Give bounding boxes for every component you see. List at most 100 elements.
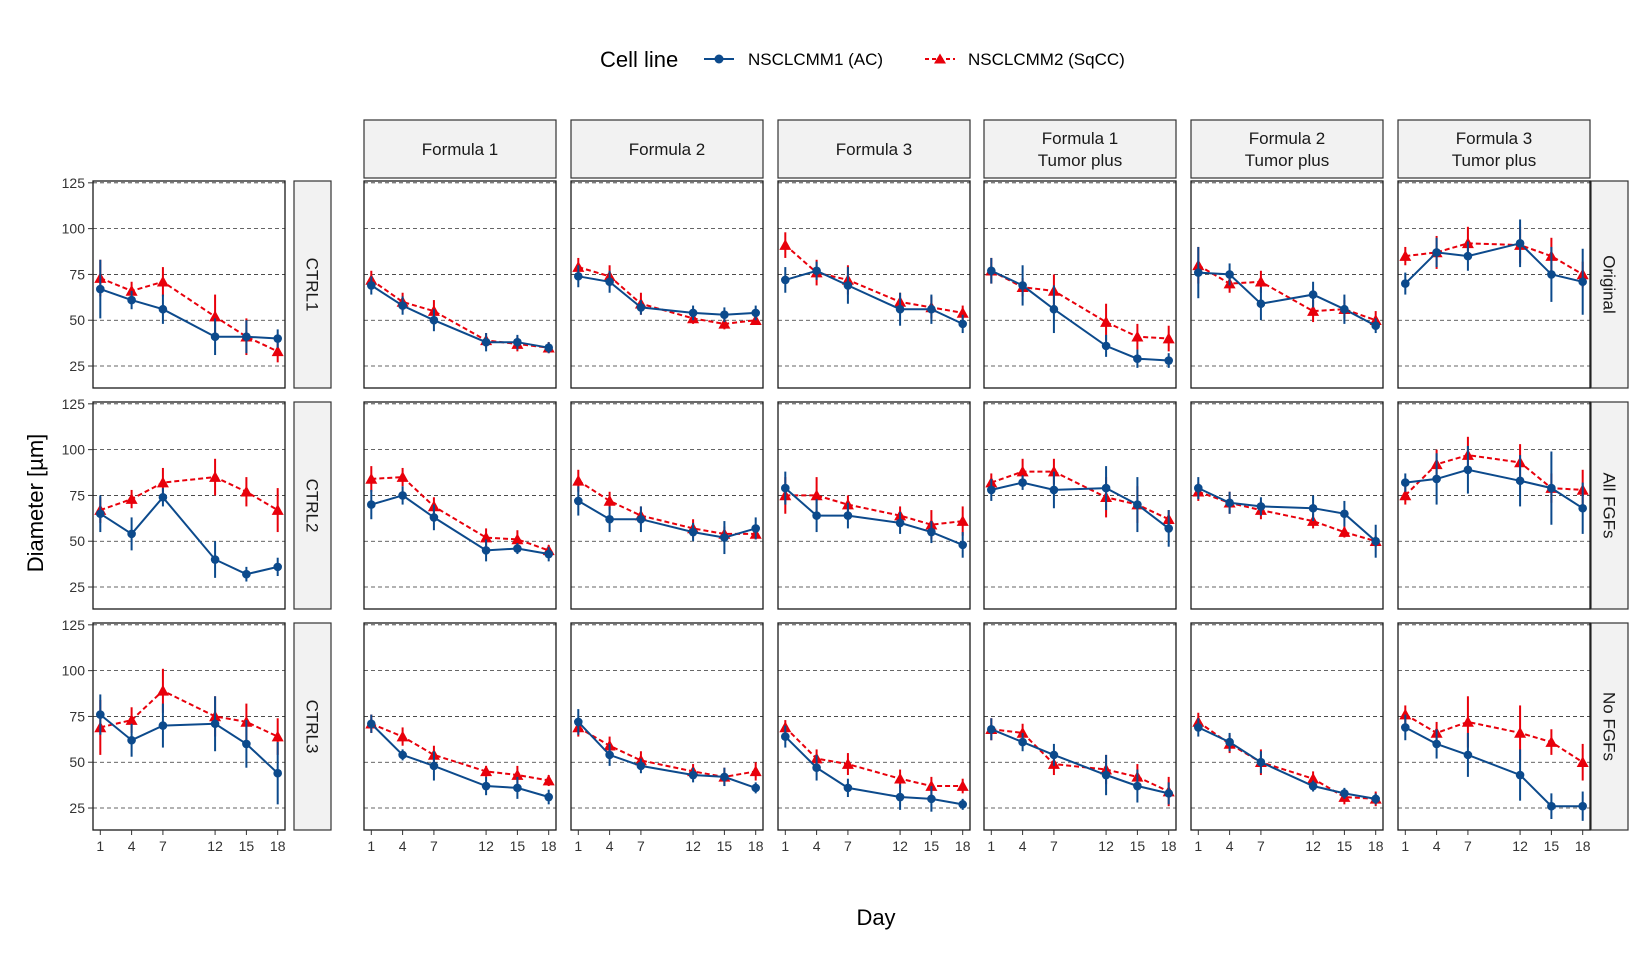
data-point <box>1101 770 1111 780</box>
column-strip-box <box>1397 119 1591 179</box>
data-point <box>1547 270 1556 279</box>
panel-r3-c6: 1 4 7 12 15 18 <box>1190 622 1384 854</box>
data-point <box>96 284 105 294</box>
panel-border <box>983 622 1177 831</box>
data-point <box>1100 316 1113 327</box>
panel-border <box>92 622 286 831</box>
series-line <box>371 494 549 555</box>
control-strip-label: CTRL1 <box>303 258 322 312</box>
x-tick-label: 1 <box>781 838 789 854</box>
data-point <box>1164 356 1173 365</box>
data-point <box>1578 801 1587 811</box>
y-tick-label: 50 <box>69 754 85 770</box>
series-line <box>990 470 1170 521</box>
y-tick-label: 125 <box>62 396 86 412</box>
control-strip-1: CTRL1 <box>293 180 332 389</box>
panel-r3-c4: 1 4 7 12 15 18 <box>777 622 971 854</box>
data-point <box>1307 772 1320 784</box>
data-point <box>242 569 251 579</box>
series-1-marks <box>96 488 282 582</box>
series-line <box>784 735 963 806</box>
series-line <box>1405 242 1584 276</box>
series-1-marks <box>367 714 553 805</box>
data-point <box>927 794 936 804</box>
x-tick-label: 1 <box>96 838 104 854</box>
data-point <box>1514 726 1527 738</box>
data-point <box>810 489 823 501</box>
data-point <box>1101 483 1111 493</box>
data-point <box>396 471 409 482</box>
series-1-marks <box>987 257 1173 368</box>
x-tick-label: 15 <box>1130 838 1146 854</box>
panel-r1-c1: 25 50 75 100 125 <box>62 175 286 389</box>
series-line <box>1405 468 1584 510</box>
data-point <box>751 783 760 793</box>
x-tick-label: 7 <box>159 838 167 854</box>
data-point <box>605 277 614 287</box>
panel-border <box>1190 622 1384 831</box>
data-point <box>513 783 522 793</box>
row-strip-1: Original <box>1590 180 1629 389</box>
data-point <box>209 471 222 482</box>
control-strip-3: CTRL3 <box>293 622 332 831</box>
series-line <box>578 266 756 325</box>
data-point <box>511 533 524 545</box>
data-point <box>1576 756 1589 768</box>
data-point <box>1432 474 1441 484</box>
y-tick-label: 125 <box>62 175 86 191</box>
series-1-marks <box>574 486 760 555</box>
data-point <box>751 308 760 318</box>
x-tick-label: 18 <box>748 838 764 854</box>
column-strip-label: Formula 1 <box>422 140 499 159</box>
x-tick-label: 7 <box>637 838 645 854</box>
series-1-marks <box>367 486 553 562</box>
data-point <box>96 509 105 519</box>
data-point <box>1515 476 1525 486</box>
data-point <box>398 301 407 310</box>
column-strip-box <box>777 119 971 179</box>
panel-border <box>1397 180 1591 389</box>
data-point <box>895 518 905 528</box>
data-point <box>1194 483 1203 493</box>
x-tick-label: 4 <box>399 838 407 854</box>
data-point <box>125 284 138 296</box>
series-line <box>1197 721 1376 800</box>
panel-r1-c2 <box>363 180 557 389</box>
data-point <box>895 304 905 314</box>
data-point <box>1401 723 1410 732</box>
x-tick-label: 7 <box>1464 838 1472 854</box>
legend: Cell line NSCLCMM1 (AC) NSCLCMM2 (SqCC) <box>600 47 1125 72</box>
data-point <box>1225 498 1234 508</box>
row-strip-label: No FGFs <box>1600 692 1619 761</box>
data-point <box>242 739 251 749</box>
data-point <box>127 529 136 539</box>
data-point <box>1254 275 1267 287</box>
data-point <box>1340 789 1349 798</box>
data-point <box>511 769 524 780</box>
data-point <box>1049 750 1059 760</box>
data-point <box>429 315 439 325</box>
series-line <box>1197 487 1377 542</box>
data-point <box>1399 708 1412 720</box>
data-point <box>513 337 522 347</box>
panel-r3-c2: 1 4 7 12 15 18 <box>363 622 557 854</box>
series-1-marks <box>781 261 967 334</box>
column-strip-box <box>1190 119 1384 179</box>
data-point <box>481 781 491 791</box>
data-point <box>1049 485 1059 495</box>
column-strip-label: Formula 3 Tumor plus <box>1452 129 1536 170</box>
data-point <box>367 500 376 509</box>
series-line <box>99 277 279 353</box>
data-point <box>429 761 439 771</box>
data-point <box>781 275 790 285</box>
data-point <box>1256 502 1266 511</box>
series-line <box>991 481 1170 530</box>
x-tick-label: 12 <box>1098 838 1114 854</box>
panel-border <box>1397 401 1591 610</box>
data-point <box>927 527 936 537</box>
data-point <box>158 721 168 730</box>
column-strip-box <box>363 119 557 179</box>
data-point <box>718 317 731 329</box>
data-point <box>1578 277 1587 287</box>
column-strip-box <box>983 119 1177 179</box>
